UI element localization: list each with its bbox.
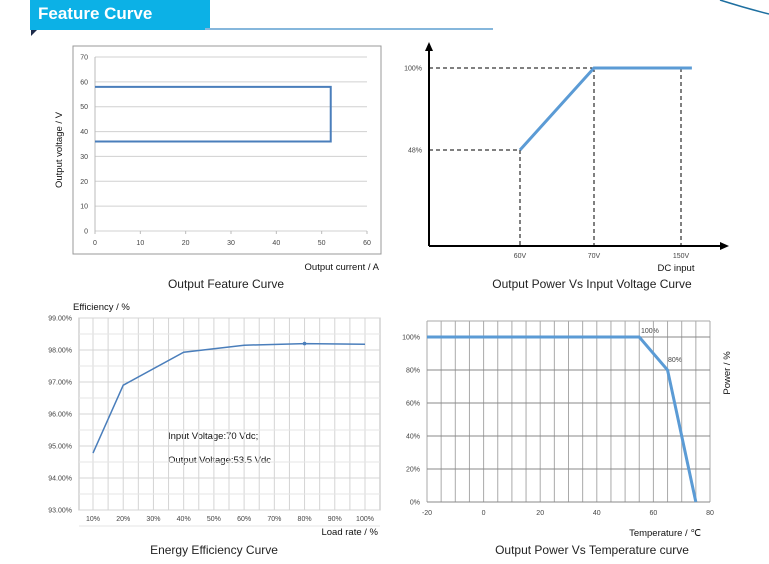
x-tick-label: 30% [146,516,160,523]
y-tick-label: 40 [80,129,88,136]
annotation-100: 100% [641,328,659,335]
chart-frame [72,45,382,255]
power-vs-input-voltage-chart: DC input Output Power Vs Input Voltage C… [404,42,729,291]
power-vs-temperature-chart: Power / % Temperature / ℃ Output Power V… [402,320,733,557]
annotation-output-voltage: Output Voltage:53.5 Vdc [168,455,271,466]
y-tick-label: 100% [402,335,420,342]
x-tick-label: 60 [650,510,658,517]
annotation-input-voltage: Input Voltage:70 Vdc; [168,431,258,442]
y-axis-arrow-icon [425,42,433,51]
x-tick-label: 50% [207,516,221,523]
section-title: Feature Curve [38,4,153,23]
y-tick-label: 97.00% [48,380,72,387]
y-tick-label: 20% [406,467,420,474]
y-axis-label: Output voltage / V [54,111,65,188]
x-axis-label: DC input [658,263,695,274]
x-tick-label: 30 [227,240,235,247]
x-tick-label: 40 [272,240,280,247]
chart-title: Energy Efficiency Curve [150,543,278,557]
x-tick-label: 90% [328,516,342,523]
x-tick-label: -20 [422,510,432,517]
x-axis-arrow-icon [720,242,729,250]
y-tick-label: 96.00% [48,412,72,419]
y-tick-label: 0 [84,229,88,236]
y-tick-label: 70 [80,55,88,62]
corner-swoosh-decoration [719,0,769,15]
output-feature-chart: Output voltage / V Output current / A Ou… [54,45,382,291]
y-tick-label: 60% [406,401,420,408]
chart-title: Output Power Vs Input Voltage Curve [492,277,692,291]
y-tick-label: 98.00% [48,348,72,355]
y-axis-label: Efficiency / % [73,302,130,313]
y-tick-label: 10 [80,204,88,211]
x-axis-label: Temperature / ℃ [629,528,701,539]
header-banner [30,0,210,30]
series-line [92,342,366,454]
y-tick-label: 93.00% [48,508,72,515]
x-tick-label: 40% [177,516,191,523]
y-tick-label: 100% [404,66,422,73]
x-tick-label: 70% [267,516,281,523]
energy-efficiency-chart: Efficiency / % Load rate / % Energy Effi… [48,302,381,557]
x-tick-label: 60% [237,516,251,523]
data-point-marker [302,341,307,346]
x-tick-label: 80% [298,516,312,523]
y-tick-label: 95.00% [48,444,72,451]
x-tick-label: 70V [588,253,601,260]
x-tick-label: 20 [536,510,544,517]
series-line [427,335,698,503]
y-tick-label: 94.00% [48,476,72,483]
x-tick-label: 60 [363,240,371,247]
x-tick-label: 60V [514,253,527,260]
y-tick-label: 50 [80,104,88,111]
series-line [95,85,332,143]
y-tick-label: 0% [410,500,420,507]
chart-title: Output Power Vs Temperature curve [495,543,689,557]
header-divider [205,28,493,30]
y-tick-label: 99.00% [48,316,72,323]
chart-title: Output Feature Curve [168,277,284,291]
x-tick-label: 150V [673,253,690,260]
x-tick-label: 0 [482,510,486,517]
x-tick-label: 50 [318,240,326,247]
y-tick-label: 80% [406,368,420,375]
x-tick-label: 100% [356,516,374,523]
y-tick-label: 20 [80,179,88,186]
y-tick-label: 48% [408,148,422,155]
y-tick-label: 30 [80,154,88,161]
x-tick-label: 20% [116,516,130,523]
x-tick-label: 10% [86,516,100,523]
annotation-80: 80% [668,357,682,364]
x-axis-label: Load rate / % [321,527,378,538]
x-tick-label: 0 [93,240,97,247]
x-tick-label: 20 [182,240,190,247]
y-tick-label: 40% [406,434,420,441]
x-tick-label: 10 [136,240,144,247]
y-tick-label: 60 [80,79,88,86]
x-tick-label: 40 [593,510,601,517]
series-line [518,66,692,152]
x-axis-label: Output current / A [305,262,380,273]
x-tick-label: 80 [706,510,714,517]
y-axis-label: Power / % [722,351,733,395]
